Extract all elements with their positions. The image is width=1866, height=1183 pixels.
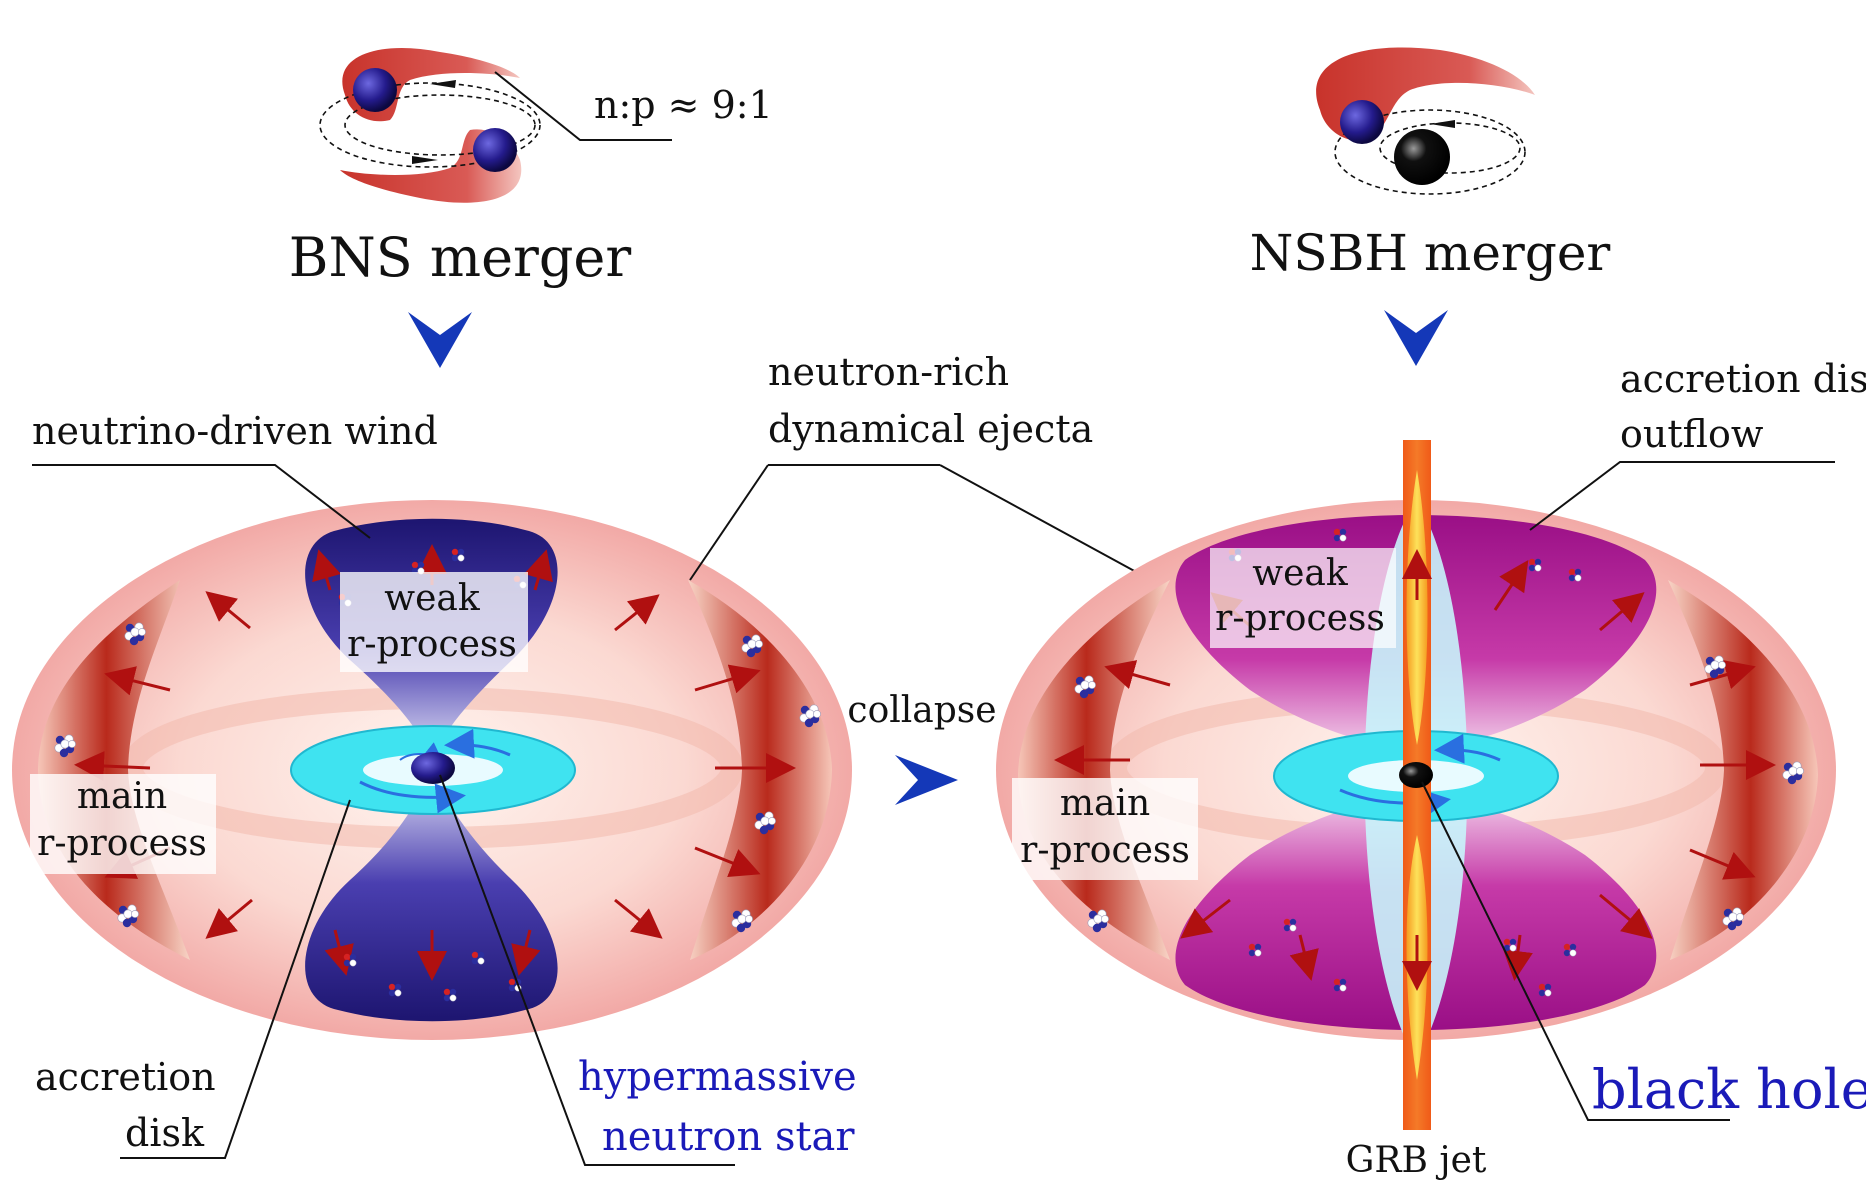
hmns-leader: [439, 774, 735, 1166]
dynamical-ejecta-leader-right: [939, 464, 1161, 586]
ejecta-crescent-right: [688, 580, 832, 960]
collapse-arrowhead: [895, 755, 958, 805]
bns-down-arrowhead: [408, 312, 472, 368]
black-hole: [1399, 762, 1433, 788]
neutrino-wind-leader: [32, 464, 371, 539]
accretion-outflow-label-2: outflow: [1620, 412, 1764, 456]
dynamical-ejecta-leader-left: [689, 464, 769, 581]
collapse-label: collapse: [847, 690, 996, 731]
np-ratio-label: n:p ≈ 9:1: [594, 83, 773, 127]
dynamical-ejecta-label: dynamical ejecta: [768, 407, 1093, 451]
main-label-right: main: [1060, 783, 1150, 824]
accretion-disk-leader: [120, 799, 351, 1159]
hmns-label-1: hypermassive: [578, 1054, 857, 1100]
main-rprocess-bg-right: [1012, 778, 1198, 880]
weak-rprocess-bg-right: [1210, 548, 1396, 648]
main-rprocess-label-right: r-process: [1020, 830, 1190, 871]
weak-rprocess-label-left: r-process: [347, 624, 517, 665]
grb-jet-label: GRB jet: [1346, 1140, 1487, 1181]
weak-label-left: weak: [384, 578, 481, 619]
weak-label-right: weak: [1252, 553, 1349, 594]
black-hole-leader: [1421, 781, 1730, 1121]
accretion-outflow-label-1: accretion disk: [1620, 357, 1866, 401]
neutrino-wind-bottom: [305, 770, 558, 1022]
hypermassive-neutron-star: [411, 752, 455, 784]
nsbh-down-arrowhead: [1384, 310, 1448, 366]
weak-rprocess-bg-left: [340, 572, 528, 672]
black-hole-label: black hole: [1592, 1058, 1866, 1121]
main-rprocess-bg-left: [30, 774, 216, 874]
neutrino-wind-label: neutrino-driven wind: [32, 409, 438, 453]
neutron-rich-label: neutron-rich: [768, 350, 1009, 394]
bns-title: BNS merger: [289, 226, 632, 289]
weak-rprocess-label-right: r-process: [1215, 598, 1385, 639]
accretion-label: accretion: [35, 1055, 216, 1099]
main-rprocess-label-left: r-process: [37, 823, 207, 864]
np-ratio-leader: [494, 71, 672, 141]
nsbh-binary-icon: [1316, 47, 1535, 195]
accretion-outflow-leader: [1529, 461, 1835, 531]
bns-binary-icon: [319, 47, 541, 203]
main-label-left: main: [77, 776, 167, 817]
disk-label: disk: [125, 1111, 205, 1155]
hmns-label-2: neutron star: [602, 1114, 855, 1160]
nsbh-title: NSBH merger: [1250, 224, 1611, 282]
